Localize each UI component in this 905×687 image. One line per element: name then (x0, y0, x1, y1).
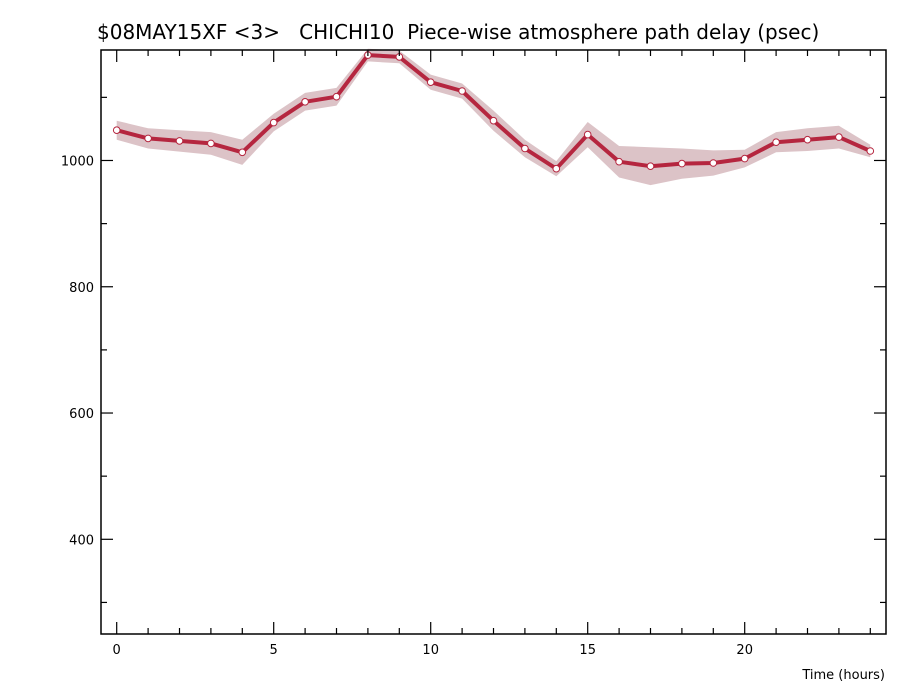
data-point (866, 147, 875, 155)
data-point (583, 130, 592, 139)
data-point (458, 87, 466, 95)
data-point (489, 116, 498, 125)
data-point (144, 134, 152, 143)
data-point (269, 118, 278, 127)
x-axis-label: Time (hours) (801, 668, 885, 683)
x-tick-label: 15 (579, 643, 596, 658)
data-point (207, 139, 215, 148)
data-point (301, 98, 309, 106)
x-tick-label: 10 (422, 643, 439, 658)
x-tick-labels: 0 5 10 15 20 (113, 643, 753, 658)
y-tick-label: 1000 (61, 154, 94, 169)
data-point (238, 148, 247, 157)
data-point (615, 157, 623, 166)
y-tick-label: 800 (69, 281, 94, 296)
x-tick-label: 20 (736, 643, 753, 658)
chart-title: $08MAY15XF <3> CHICHI10 Piece-wise atmos… (97, 20, 819, 44)
data-point (678, 159, 686, 168)
data-point (175, 137, 184, 145)
x-tick-label: 5 (270, 643, 278, 658)
x-tick-label: 0 (113, 643, 121, 658)
y-tick-label: 400 (69, 533, 94, 548)
data-point (426, 78, 435, 86)
data-point (709, 159, 718, 167)
data-point (803, 135, 812, 144)
y-tick-label: 600 (69, 407, 94, 422)
axis-ticks (101, 50, 886, 634)
data-point-layer (112, 51, 875, 173)
y-tick-labels: 400 600 800 1000 (61, 154, 94, 548)
data-point (740, 154, 749, 163)
data-point (835, 133, 843, 141)
data-point (332, 92, 341, 101)
data-point (112, 126, 121, 134)
data-point (521, 144, 529, 153)
data-point (772, 138, 780, 146)
data-point (646, 162, 655, 170)
data-point (552, 164, 561, 173)
